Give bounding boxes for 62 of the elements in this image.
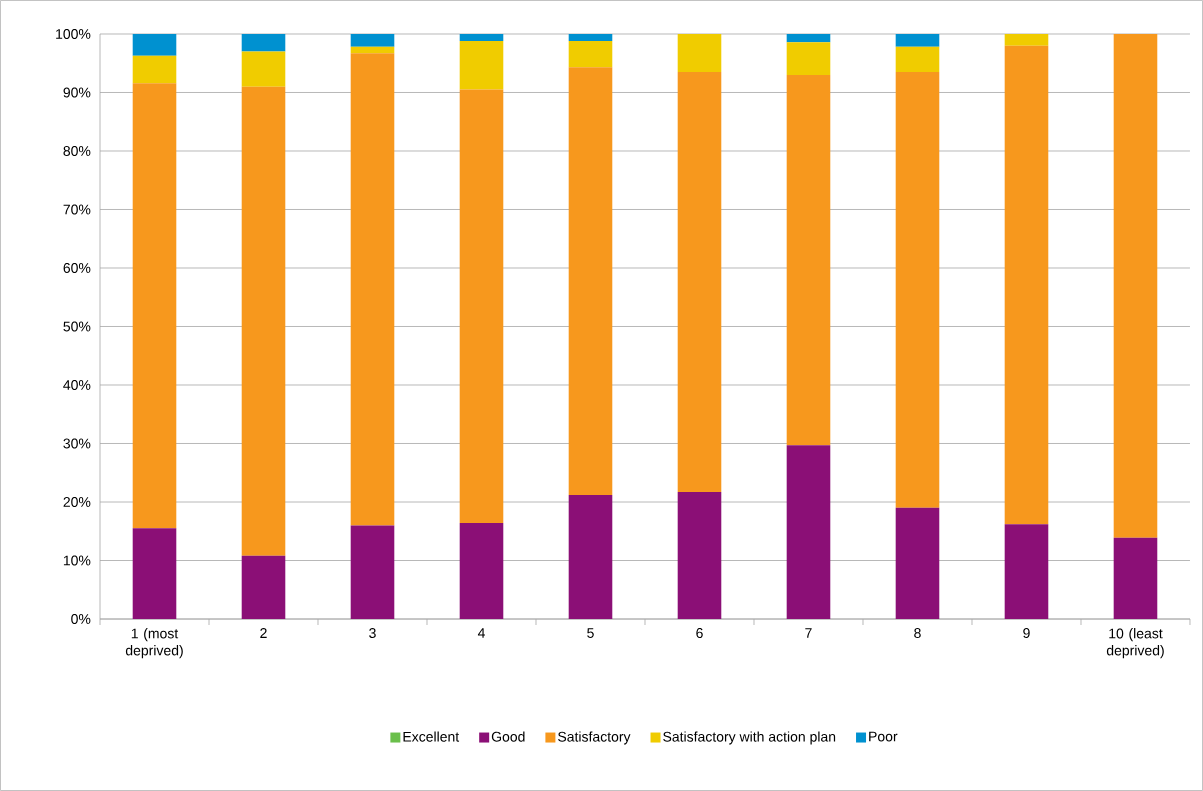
bar xyxy=(786,445,831,619)
y-tick-label: 20% xyxy=(63,497,91,507)
bar xyxy=(568,67,613,495)
bar xyxy=(241,33,286,52)
bar xyxy=(1004,524,1049,619)
y-tick-label: 50% xyxy=(63,321,91,332)
bar xyxy=(241,86,286,556)
x-tick-label: 9 xyxy=(1023,628,1030,639)
y-tick-label: 0% xyxy=(71,614,91,624)
bar xyxy=(1004,33,1049,46)
legend-label: Satisfactory with action plan xyxy=(663,731,836,745)
y-tick-label: 30% xyxy=(63,438,91,449)
bar xyxy=(132,83,177,529)
legend-label: Good xyxy=(491,731,525,742)
bar xyxy=(786,42,831,75)
bar xyxy=(895,507,940,619)
bar xyxy=(459,89,504,524)
bar xyxy=(895,33,940,47)
bar xyxy=(132,55,177,84)
x-tick-label: 8 xyxy=(914,628,921,639)
legend-label: Excellent xyxy=(403,731,460,742)
y-tick-label: 10% xyxy=(63,555,91,566)
bar xyxy=(459,41,504,90)
bar xyxy=(677,492,722,619)
y-tick-label: 60% xyxy=(63,263,91,273)
x-tick-label: 7 xyxy=(805,628,812,638)
y-tick-label: 100% xyxy=(56,29,91,39)
x-tick-label: 4 xyxy=(477,628,485,638)
y-tick-label: 70% xyxy=(63,204,91,215)
x-tick-label: 2 xyxy=(260,628,267,638)
bar xyxy=(568,33,613,42)
bar xyxy=(677,33,722,73)
bar xyxy=(786,33,831,43)
bar xyxy=(241,555,286,619)
x-tick-label: 3 xyxy=(369,628,376,639)
bar xyxy=(786,74,831,446)
bar xyxy=(1113,537,1158,619)
x-tick-label: 6 xyxy=(696,628,703,639)
bar xyxy=(350,53,395,526)
bar xyxy=(459,33,504,42)
y-tick-label: 90% xyxy=(63,87,91,98)
x-tick-label: 5 xyxy=(587,628,594,638)
bar xyxy=(568,41,613,68)
bar xyxy=(241,51,286,87)
legend-label: Satisfactory xyxy=(558,731,631,745)
bar xyxy=(1113,33,1158,538)
bar xyxy=(459,523,504,619)
x-tick-label: 10 (least deprived) xyxy=(1106,628,1164,659)
bar xyxy=(132,33,177,56)
bar xyxy=(677,72,722,493)
bar xyxy=(132,528,177,619)
bar xyxy=(350,33,395,47)
y-tick-label: 40% xyxy=(63,380,91,390)
y-tick-label: 80% xyxy=(63,146,91,156)
x-tick-label: 1 (most deprived) xyxy=(125,628,183,659)
bar xyxy=(895,46,940,73)
legend-label: Poor xyxy=(869,731,898,742)
bar xyxy=(568,494,613,619)
bar xyxy=(350,46,395,54)
bar xyxy=(350,525,395,619)
bar xyxy=(895,72,940,508)
bar xyxy=(1004,45,1049,525)
